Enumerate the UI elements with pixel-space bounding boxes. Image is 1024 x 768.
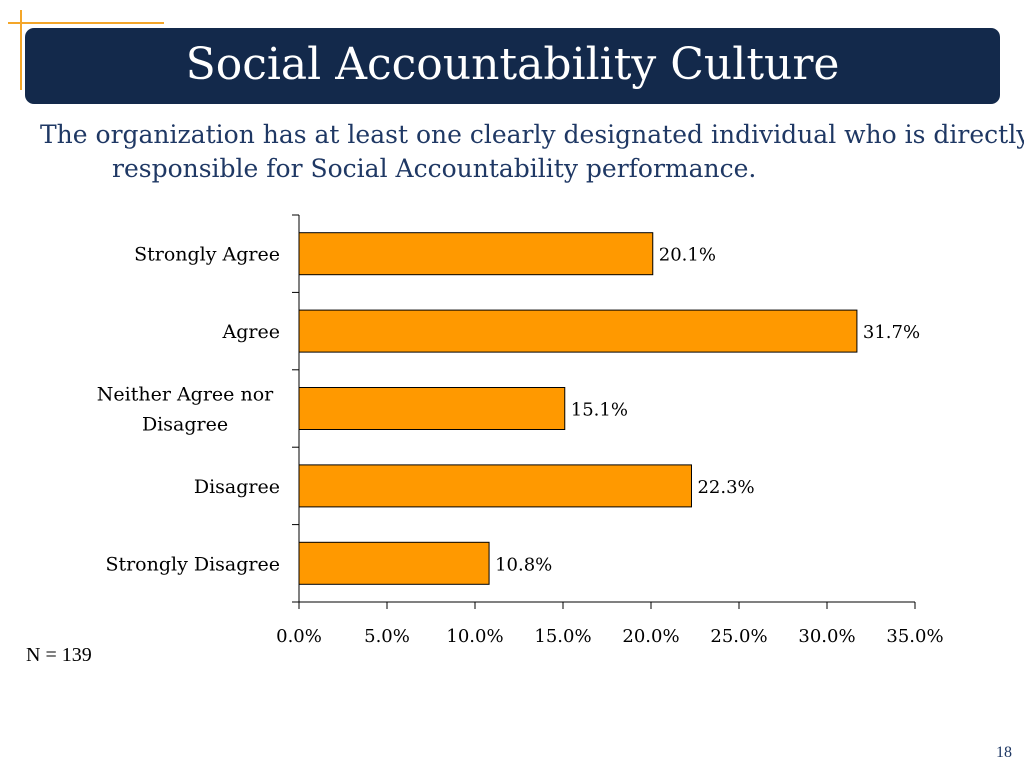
x-tick-label: 10.0% — [446, 626, 503, 647]
x-tick-label: 5.0% — [364, 626, 410, 647]
bar — [298, 387, 566, 430]
x-tick-label: 25.0% — [710, 626, 767, 647]
data-label: 20.1% — [659, 245, 716, 266]
category-label: Agree — [222, 321, 280, 343]
slide-title: Social Accountability Culture — [185, 39, 840, 90]
data-label: 31.7% — [863, 322, 920, 343]
category-label: Strongly Agree — [134, 244, 280, 266]
page-number: 18 — [996, 744, 1012, 761]
accent-line-horizontal — [8, 22, 164, 24]
data-label: 22.3% — [697, 477, 754, 498]
data-label: 15.1% — [571, 400, 628, 421]
x-tick-label: 0.0% — [276, 626, 322, 647]
x-tick-label: 20.0% — [622, 626, 679, 647]
category-label: Disagree — [194, 476, 280, 498]
category-label: Disagree — [142, 414, 228, 436]
x-tick-label: 35.0% — [886, 626, 943, 647]
bar — [298, 232, 654, 276]
sample-size-label: N = 139 — [26, 644, 92, 666]
bar — [298, 541, 490, 585]
slide-subtitle: The organization has at least one clearl… — [40, 120, 1024, 183]
category-label: Strongly Disagree — [105, 553, 280, 575]
bar — [298, 309, 858, 353]
title-bar: Social Accountability Culture — [25, 28, 1000, 104]
accent-line-vertical — [20, 10, 22, 90]
x-tick-label: 30.0% — [798, 626, 855, 647]
category-label: Neither Agree nor — [97, 384, 274, 406]
x-tick-label: 15.0% — [534, 626, 591, 647]
data-label: 10.8% — [495, 554, 552, 575]
bar — [298, 464, 692, 508]
